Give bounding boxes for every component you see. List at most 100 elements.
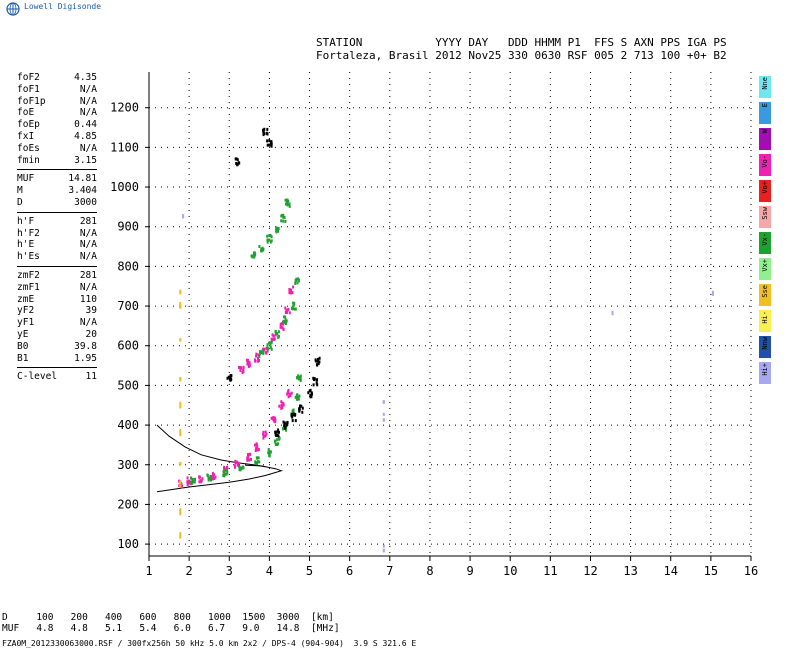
echo-point: [236, 460, 239, 464]
echo-point: [274, 443, 277, 446]
legend-swatch: Vo+: [759, 180, 771, 202]
param-row: C-level 11: [17, 371, 97, 383]
echo-point: [266, 238, 269, 242]
y-tick-label: 300: [117, 458, 139, 472]
param-value: 3000: [74, 196, 97, 208]
echo-point: [264, 434, 267, 438]
param-label: M: [17, 185, 23, 197]
legend-label: Hi+: [761, 363, 769, 376]
echo-point: [298, 377, 300, 381]
legend-swatch: Vo-: [759, 154, 771, 176]
echo-point: [292, 285, 295, 289]
echo-point: [382, 548, 385, 552]
echo-point: [200, 479, 203, 482]
dmuf-cell: 5.4: [139, 623, 174, 634]
echo-point: [238, 366, 240, 369]
echo-point: [318, 356, 321, 360]
echo-point: [227, 375, 230, 379]
echo-point: [266, 143, 269, 147]
echo-point: [299, 404, 302, 408]
echo-point: [270, 416, 273, 420]
echo-point: [194, 477, 196, 481]
echo-point: [260, 249, 263, 253]
echo-point: [179, 305, 182, 309]
param-row: h'Es N/A: [17, 251, 97, 263]
echo-point: [269, 342, 272, 346]
echo-point: [282, 426, 285, 430]
echo-point: [288, 288, 291, 291]
echo-point: [291, 415, 294, 419]
param-row: fxI 4.85: [17, 131, 97, 143]
param-label: foEp: [17, 119, 40, 131]
echo-point: [280, 214, 283, 218]
echo-point: [207, 477, 210, 481]
param-value: 14.81: [68, 173, 97, 185]
echo-point: [283, 421, 286, 425]
echo-point: [277, 434, 280, 438]
echo-point: [284, 322, 287, 325]
legend-swatch: Sse: [759, 284, 771, 306]
echo-point: [246, 456, 249, 460]
echo-point: [289, 291, 292, 295]
param-row: foF1 N/A: [17, 84, 97, 96]
param-value: N/A: [79, 281, 97, 293]
echo-point: [250, 254, 253, 258]
echo-point: [277, 442, 279, 446]
param-label: zmF2: [17, 269, 40, 281]
echo-point: [179, 429, 182, 433]
echo-point: [263, 132, 266, 136]
echo-point: [226, 376, 229, 380]
param-divider: [17, 265, 97, 267]
echo-point: [247, 455, 250, 459]
globe-logo-icon: [6, 2, 20, 16]
echo-point: [316, 378, 318, 382]
param-value: N/A: [79, 83, 97, 95]
echo-point: [191, 481, 194, 485]
param-label: h'F: [17, 215, 35, 227]
echo-point: [295, 278, 297, 282]
echo-point: [234, 157, 237, 161]
param-row: foEs N/A: [17, 143, 97, 155]
echo-point: [286, 198, 289, 202]
echo-point: [296, 376, 299, 379]
y-tick-label: 1200: [110, 101, 139, 115]
echo-point: [268, 139, 271, 143]
echo-point: [223, 465, 226, 469]
echo-point: [316, 359, 319, 363]
param-label: yF2: [17, 305, 35, 317]
echo-point: [198, 475, 201, 479]
echo-point: [253, 251, 256, 255]
param-label: B1: [17, 352, 29, 364]
echo-point: [256, 456, 259, 460]
echo-point: [274, 418, 277, 422]
echo-point: [186, 483, 189, 487]
echo-point: [282, 213, 285, 217]
param-row: zmE 110: [17, 294, 97, 306]
echo-point: [192, 480, 195, 484]
y-tick-label: 200: [117, 497, 139, 511]
y-tick-label: 400: [117, 418, 139, 432]
legend-label: Vx-: [761, 233, 769, 246]
echo-point: [270, 347, 273, 351]
legend-label: Vo+: [761, 181, 769, 194]
echo-point: [263, 127, 266, 131]
param-label: D: [17, 196, 23, 208]
echo-point: [309, 393, 312, 397]
echo-point: [310, 395, 313, 399]
echo-point: [315, 381, 318, 385]
echo-point: [224, 472, 227, 476]
echo-point: [179, 508, 182, 512]
echo-point: [239, 366, 242, 369]
echo-point: [284, 198, 287, 202]
param-divider: [17, 211, 97, 213]
echo-point: [190, 476, 192, 480]
echo-point: [282, 402, 285, 406]
echo-point: [277, 229, 279, 233]
dmuf-cell: 600: [139, 612, 174, 623]
x-tick-label: 1: [145, 564, 152, 578]
echo-point: [317, 357, 319, 361]
echo-point: [266, 349, 269, 353]
param-value: 20: [85, 328, 97, 340]
echo-point: [275, 226, 278, 230]
x-tick-label: 10: [503, 564, 517, 578]
